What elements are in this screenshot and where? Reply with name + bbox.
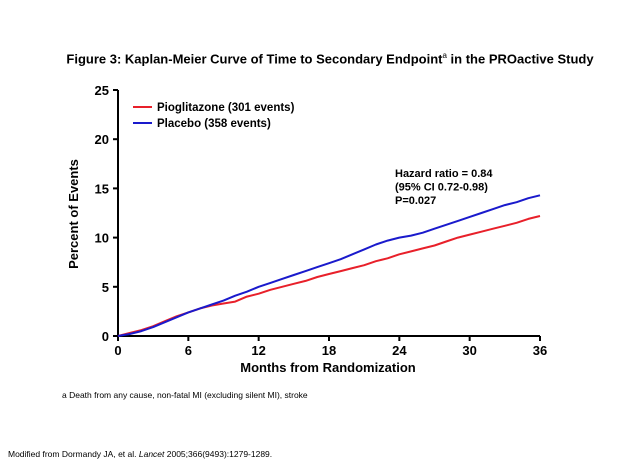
annotation-text: P=0.027 [395, 195, 436, 207]
x-tick-label: 6 [185, 343, 192, 358]
x-tick-label: 24 [392, 343, 407, 358]
y-axis-label: Percent of Events [66, 159, 81, 269]
chart-axes: 0 5 10 15 20 25 0 6 12 18 24 30 36 [95, 83, 548, 358]
source-prefix: Modified from Dormandy JA, et al. [8, 449, 139, 459]
legend-label: Placebo (358 events) [157, 118, 271, 130]
y-tick-label: 0 [102, 329, 109, 344]
x-axis-label: Months from Randomization [240, 360, 416, 375]
x-tick-label: 36 [533, 343, 547, 358]
legend-label: Pioglitazone (301 events) [157, 102, 295, 114]
source-journal: Lancet [138, 449, 165, 459]
series-line-pioglitazone [117, 215, 541, 337]
source-citation: Modified from Dormandy JA, et al. Lancet… [8, 449, 272, 459]
y-tick-label: 10 [95, 231, 109, 246]
annotation-text: Hazard ratio = 0.84 [395, 168, 493, 180]
chart-legend: Pioglitazone (301 events) Placebo (358 ev… [133, 102, 295, 130]
y-tick-label: 25 [95, 83, 109, 98]
chart-title: Figure 3: Kaplan-Meier Curve of Time to … [60, 48, 600, 67]
x-tick-label: 18 [322, 343, 336, 358]
x-tick-label: 30 [462, 343, 476, 358]
y-tick-label: 5 [102, 280, 109, 295]
annotation-text: (95% CI 0.72-0.98) [395, 182, 488, 194]
series-line-placebo [117, 194, 541, 337]
y-tick-label: 20 [95, 132, 109, 147]
x-tick-label: 0 [114, 343, 121, 358]
chart-title-suffix: in the PROactive Study [446, 51, 594, 67]
y-tick-label: 15 [95, 181, 109, 196]
chart-lines [117, 194, 541, 337]
chart-annotations: Hazard ratio = 0.84 (95% CI 0.72-0.98)P=0… [395, 168, 493, 207]
footnote: a Death from any cause, non-fatal MI (ex… [62, 390, 308, 400]
chart-title-superscript: a [442, 51, 447, 60]
source-suffix: 2005;366(9493):1279-1289. [164, 449, 273, 459]
x-tick-label: 12 [251, 343, 265, 358]
chart-title-text: Figure 3: Kaplan-Meier Curve of Time to … [66, 51, 443, 67]
